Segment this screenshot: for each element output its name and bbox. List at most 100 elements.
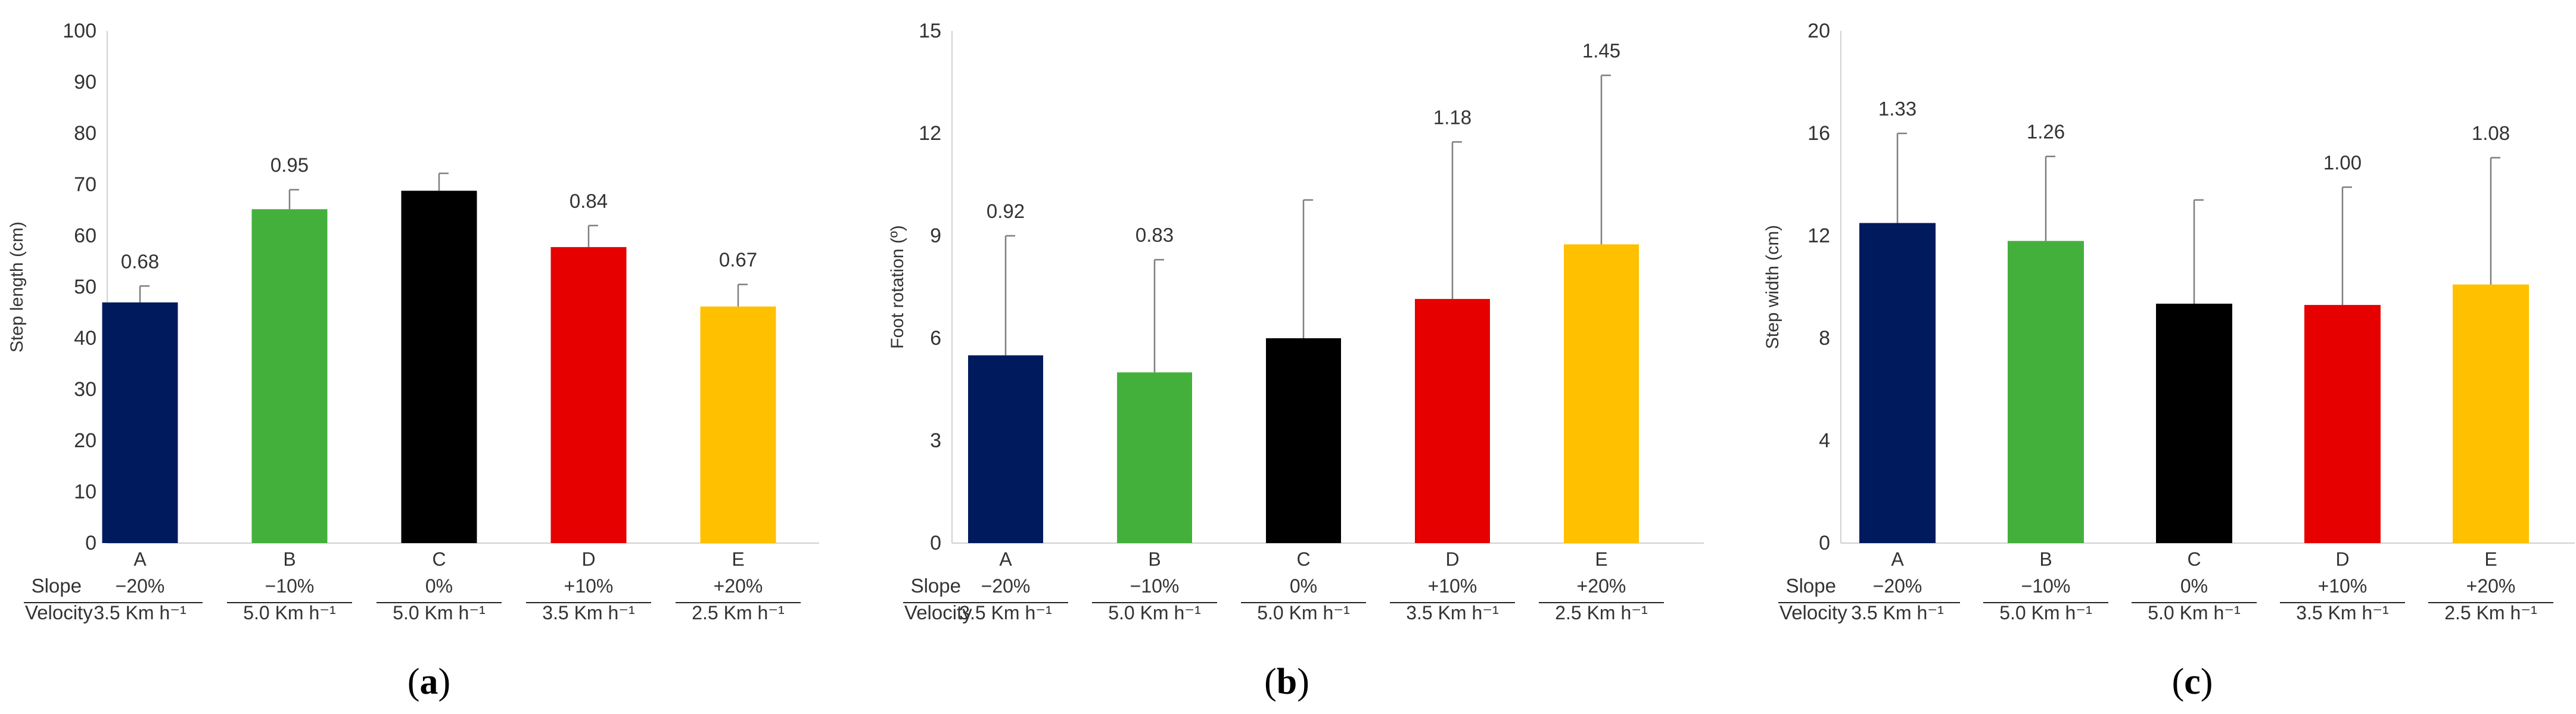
bar-C	[1266, 338, 1341, 543]
slope-label-A: −20%	[981, 575, 1031, 597]
velocity-label-B: 5.0 Km h⁻¹	[1999, 602, 2092, 623]
bar-C	[401, 191, 477, 543]
y-tick-label: 8	[1819, 327, 1830, 350]
slope-label-C: 0%	[2180, 575, 2208, 597]
bar-A	[968, 355, 1043, 543]
y-tick-label: 0	[930, 532, 941, 554]
velocity-label-D: 3.5 Km h⁻¹	[542, 602, 635, 623]
y-tick-label: 16	[1807, 122, 1830, 145]
bar-E	[2453, 284, 2529, 543]
velocity-label-E: 2.5 Km h⁻¹	[1555, 602, 1648, 623]
bar-D	[1415, 299, 1490, 543]
x-tick-label-E: E	[732, 548, 744, 570]
y-axis-title: Step width (cm)	[1763, 225, 1782, 349]
panel-paren-open: (	[407, 662, 420, 702]
y-tick-label: 3	[930, 429, 941, 452]
slope-label-D: +10%	[2318, 575, 2367, 597]
data-label-A: 0.92	[987, 200, 1025, 222]
x-tick-label-D: D	[2335, 548, 2349, 570]
y-tick-label: 20	[1807, 20, 1830, 42]
slope-label-C: 0%	[1290, 575, 1317, 597]
y-tick-label: 12	[1807, 225, 1830, 247]
velocity-label-E: 2.5 Km h⁻¹	[692, 602, 785, 623]
slope-label-A: −20%	[116, 575, 165, 597]
y-tick-label: 15	[919, 20, 941, 42]
panel-paren-open: (	[1264, 662, 1277, 702]
y-tick-label: 6	[930, 327, 941, 350]
data-label-B: 1.26	[2027, 121, 2065, 143]
bar-D	[550, 247, 627, 543]
y-axis-title: Step length (cm)	[7, 222, 27, 353]
y-axis-title: Foot rotation (º)	[888, 225, 907, 349]
velocity-label-B: 5.0 Km h⁻¹	[1108, 602, 1201, 623]
y-tick-label: 60	[74, 225, 97, 247]
slope-label-D: +10%	[1428, 575, 1477, 597]
bar-A	[102, 302, 178, 543]
bar-D	[2304, 305, 2381, 543]
velocity-label-C: 5.0 Km h⁻¹	[2148, 602, 2241, 623]
row-header-slope: Slope	[1786, 575, 1836, 597]
row-header-slope: Slope	[32, 575, 82, 597]
x-tick-label-B: B	[1148, 548, 1161, 570]
data-label-E: 1.08	[2472, 122, 2510, 144]
row-header-velocity: Velocity	[904, 601, 972, 623]
panel-paren-close: )	[2201, 662, 2213, 702]
x-tick-label-B: B	[2039, 548, 2052, 570]
slope-label-A: −20%	[1873, 575, 1922, 597]
x-tick-label-D: D	[1445, 548, 1459, 570]
x-tick-label-A: A	[999, 548, 1012, 570]
data-label-E: 1.45	[1582, 40, 1620, 62]
panel-label: (a)	[407, 662, 450, 702]
velocity-label-C: 5.0 Km h⁻¹	[393, 602, 486, 623]
y-tick-label: 80	[74, 122, 97, 145]
slope-label-E: +20%	[714, 575, 763, 597]
y-tick-label: 70	[74, 173, 97, 196]
y-tick-label: 40	[74, 327, 97, 350]
data-label-E: 0.67	[719, 249, 757, 271]
x-tick-label-C: C	[2187, 548, 2201, 570]
chart-panel-c: 0 4 8 12 16 20 Step width (cm) 1.33 A −20% 3.5 Km …	[1763, 20, 2575, 702]
panel-letter: b	[1277, 662, 1297, 702]
bar-C	[2156, 303, 2232, 543]
data-label-A: 1.33	[1878, 98, 1917, 120]
panel-label: (c)	[2172, 662, 2213, 702]
y-tick-label: 100	[63, 20, 97, 42]
slope-label-D: +10%	[564, 575, 614, 597]
y-tick-label: 4	[1819, 429, 1830, 452]
y-tick-label: 20	[74, 429, 97, 452]
bar-E	[700, 306, 776, 543]
data-label-D: 1.18	[1433, 106, 1471, 128]
x-tick-label-A: A	[133, 548, 147, 570]
panel-paren-open: (	[2172, 662, 2185, 702]
velocity-label-E: 2.5 Km h⁻¹	[2444, 602, 2537, 623]
y-tick-label: 0	[1819, 532, 1830, 554]
x-tick-label-A: A	[1891, 548, 1904, 570]
velocity-label-A: 3.5 Km h⁻¹	[959, 602, 1052, 623]
x-tick-label-E: E	[2484, 548, 2497, 570]
velocity-label-D: 3.5 Km h⁻¹	[2296, 602, 2389, 623]
velocity-label-B: 5.0 Km h⁻¹	[243, 602, 336, 623]
slope-label-B: −10%	[2021, 575, 2071, 597]
bar-B	[251, 209, 328, 543]
velocity-label-D: 3.5 Km h⁻¹	[1406, 602, 1499, 623]
velocity-label-A: 3.5 Km h⁻¹	[94, 602, 186, 623]
data-label-D: 1.00	[2323, 151, 2362, 173]
y-tick-label: 10	[74, 481, 97, 503]
y-tick-label: 9	[930, 225, 941, 247]
x-tick-label-C: C	[1296, 548, 1310, 570]
chart-panel-b: 0 3 6 9 12 15 Foot rotation (º) 0.92 A −20% 3.5 Km…	[888, 20, 1704, 702]
data-label-B: 0.95	[270, 154, 309, 176]
x-tick-label-B: B	[283, 548, 295, 570]
panel-letter: c	[2184, 662, 2201, 702]
x-tick-label-E: E	[1595, 548, 1607, 570]
bar-B	[2008, 241, 2084, 543]
slope-label-B: −10%	[265, 575, 315, 597]
slope-label-E: +20%	[1577, 575, 1626, 597]
slope-label-B: −10%	[1130, 575, 1180, 597]
y-tick-label: 90	[74, 71, 97, 93]
chart-panel-a: 0 10 20 30 40 50 60 70 80 90 100 Step length (cm) 0.…	[7, 20, 819, 702]
y-tick-label: 30	[74, 378, 97, 401]
data-label-B: 0.83	[1135, 224, 1174, 246]
panel-paren-close: )	[1297, 662, 1309, 702]
